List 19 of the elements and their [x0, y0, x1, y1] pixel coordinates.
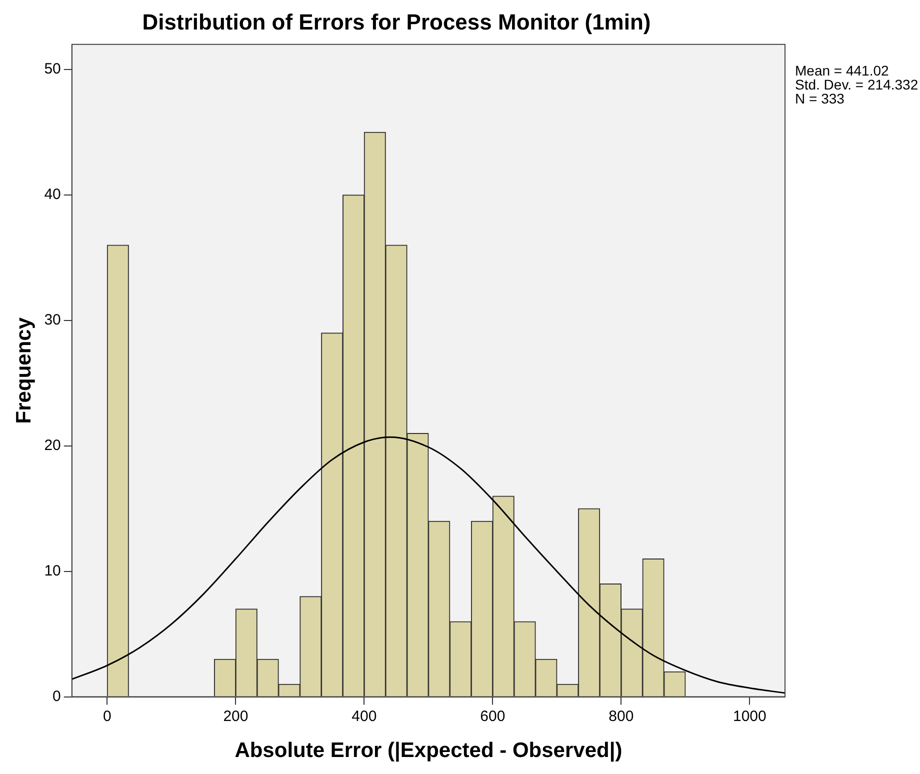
- text: Std. Dev. = 214.332: [795, 76, 918, 92]
- y-tick-label: 0: [52, 688, 61, 705]
- line-series: [72, 436, 785, 694]
- x-tick-label: 1000: [732, 708, 766, 725]
- y-tick-label: 30: [44, 312, 61, 329]
- y-tick-label: 10: [44, 562, 61, 580]
- y-axis-title: Frequency: [12, 317, 36, 424]
- x-tick-label: 200: [223, 708, 248, 725]
- text: N = 333: [795, 90, 845, 106]
- x-tick-label: 400: [352, 708, 377, 725]
- x-axis-title: Absolute Error (|Expected - Observed|): [234, 739, 622, 762]
- x-tick-label: 0: [103, 708, 112, 725]
- x-tick-label: 600: [480, 708, 506, 725]
- y-tick-label: 20: [44, 437, 61, 454]
- y-tick-label: 40: [44, 186, 61, 204]
- chart-title: Distribution of Errors for Process Monitor (1min): [142, 9, 651, 34]
- x-tick-label: 800: [608, 708, 634, 725]
- y-tick-label: 50: [44, 60, 61, 78]
- text: Mean = 441.02: [795, 62, 890, 78]
